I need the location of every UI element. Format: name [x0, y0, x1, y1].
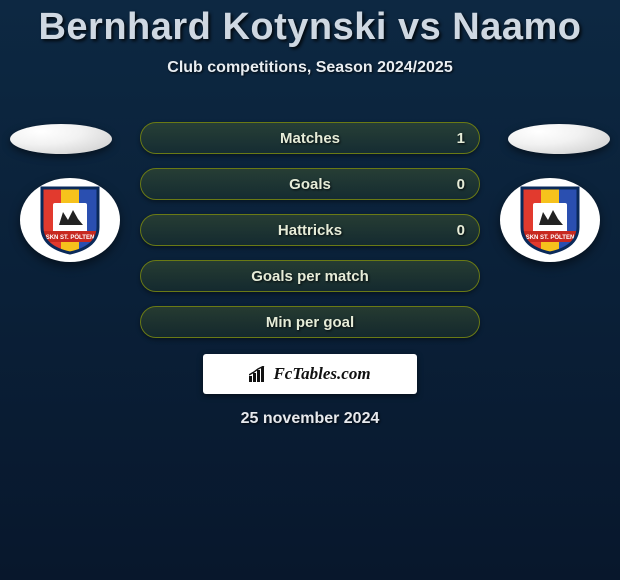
club-badge-right: SKN ST. PÖLTEN [500, 178, 600, 262]
stat-right-value: 1 [457, 130, 465, 147]
stat-row-matches: Matches 1 [140, 122, 480, 154]
date-text: 25 november 2024 [0, 410, 620, 428]
stat-right-value: 0 [457, 222, 465, 239]
stat-label: Min per goal [266, 314, 354, 331]
club-shield-icon: SKN ST. PÖLTEN [39, 185, 101, 255]
stat-label: Goals per match [251, 268, 369, 285]
stat-label: Goals [289, 176, 331, 193]
stat-row-hattricks: Hattricks 0 [140, 214, 480, 246]
stat-label: Hattricks [278, 222, 342, 239]
stat-row-goals: Goals 0 [140, 168, 480, 200]
club-shield-icon: SKN ST. PÖLTEN [519, 185, 581, 255]
stat-right-value: 0 [457, 176, 465, 193]
subtitle: Club competitions, Season 2024/2025 [0, 59, 620, 77]
svg-text:SKN ST. PÖLTEN: SKN ST. PÖLTEN [46, 234, 95, 241]
player-right-avatar-placeholder [508, 124, 610, 154]
source-badge-text: FcTables.com [273, 364, 370, 384]
bar-chart-icon [249, 366, 267, 382]
source-badge[interactable]: FcTables.com [203, 354, 417, 394]
stats-table: Matches 1 Goals 0 Hattricks 0 Goals per … [140, 122, 480, 352]
club-badge-left: SKN ST. PÖLTEN [20, 178, 120, 262]
stat-row-goals-per-match: Goals per match [140, 260, 480, 292]
stat-label: Matches [280, 130, 340, 147]
svg-text:SKN ST. PÖLTEN: SKN ST. PÖLTEN [526, 234, 575, 241]
player-left-avatar-placeholder [10, 124, 112, 154]
stat-row-min-per-goal: Min per goal [140, 306, 480, 338]
page-title: Bernhard Kotynski vs Naamo [0, 0, 620, 49]
